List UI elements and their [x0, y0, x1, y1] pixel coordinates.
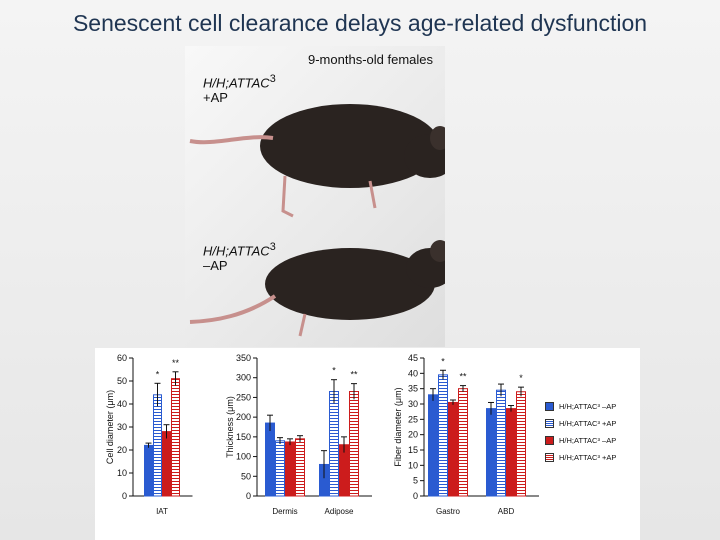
- y-tick-label: 350: [236, 353, 251, 363]
- y-tick-label: 0: [122, 491, 127, 501]
- significance-mark: **: [459, 372, 467, 382]
- top-mouse-label: H/H;ATTAC3 +AP: [203, 73, 276, 105]
- y-tick-label: 5: [413, 476, 418, 486]
- legend-item: H/H;ATTAC³ –AP: [545, 398, 665, 415]
- y-axis-label: Cell diameter (μm): [105, 390, 115, 464]
- bar: [153, 394, 162, 497]
- y-tick-label: 0: [413, 491, 418, 501]
- y-tick-label: 50: [241, 471, 251, 481]
- y-axis-label: Thickness (μm): [225, 396, 235, 458]
- top-mouse-treatment: +AP: [203, 90, 228, 106]
- bar: [496, 389, 506, 497]
- bar: [506, 408, 516, 497]
- y-tick-label: 10: [408, 460, 418, 470]
- significance-mark: **: [172, 358, 180, 368]
- bottom-mouse-treatment: –AP: [203, 258, 228, 274]
- y-tick-label: 50: [117, 376, 127, 386]
- legend-swatch: [545, 419, 554, 428]
- y-axis-label: Fiber diameter (μm): [393, 387, 403, 466]
- y-tick-label: 20: [408, 430, 418, 440]
- legend-label: H/H;ATTAC³ +AP: [559, 453, 617, 462]
- legend-label: H/H;ATTAC³ –AP: [559, 402, 617, 411]
- legend-swatch: [545, 436, 554, 445]
- significance-mark: *: [519, 373, 523, 383]
- y-tick-label: 30: [117, 422, 127, 432]
- bar: [516, 391, 526, 497]
- significance-mark: *: [441, 356, 445, 366]
- legend-swatch: [545, 402, 554, 411]
- bar: [144, 444, 153, 497]
- y-tick-label: 150: [236, 432, 251, 442]
- y-tick-label: 100: [236, 452, 251, 462]
- y-tick-label: 35: [408, 384, 418, 394]
- y-tick-label: 10: [117, 468, 127, 478]
- y-tick-label: 60: [117, 353, 127, 363]
- y-tick-label: 15: [408, 445, 418, 455]
- photo-caption: 9-months-old females: [308, 52, 433, 67]
- bar: [428, 394, 438, 497]
- bar: [162, 431, 171, 497]
- legend-item: H/H;ATTAC³ +AP: [545, 415, 665, 432]
- y-tick-label: 20: [117, 445, 127, 455]
- bottom-mouse-label: H/H;ATTAC3 –AP: [203, 241, 276, 273]
- y-tick-label: 40: [117, 399, 127, 409]
- category-label: Dermis: [272, 507, 297, 516]
- legend: H/H;ATTAC³ –AP H/H;ATTAC³ +AP H/H;ATTAC³…: [545, 398, 665, 466]
- significance-mark: **: [350, 370, 358, 380]
- bar: [448, 401, 458, 497]
- y-tick-label: 250: [236, 392, 251, 402]
- y-tick-label: 0: [246, 491, 251, 501]
- bar: [275, 440, 285, 497]
- mice-photo: [185, 46, 445, 347]
- y-tick-label: 200: [236, 412, 251, 422]
- bar: [295, 438, 305, 497]
- bar: [458, 388, 468, 497]
- significance-mark: *: [332, 366, 336, 376]
- bar: [438, 374, 448, 497]
- mice-illustration: [189, 104, 445, 337]
- top-mouse-sup: 3: [269, 73, 276, 85]
- bottom-mouse-genotype: H/H;ATTAC: [203, 243, 270, 259]
- category-label: Adipose: [325, 507, 354, 516]
- top-mouse-genotype: H/H;ATTAC: [203, 75, 270, 91]
- category-label: IAT: [156, 507, 168, 516]
- legend-item: H/H;ATTAC³ –AP: [545, 432, 665, 449]
- legend-item: H/H;ATTAC³ +AP: [545, 449, 665, 466]
- y-tick-label: 40: [408, 368, 418, 378]
- bar: [349, 391, 359, 497]
- legend-label: H/H;ATTAC³ +AP: [559, 419, 617, 428]
- bar: [171, 378, 180, 497]
- y-tick-label: 45: [408, 353, 418, 363]
- bottom-mouse-sup: 3: [269, 241, 276, 253]
- slide-title: Senescent cell clearance delays age-rela…: [72, 10, 648, 36]
- legend-label: H/H;ATTAC³ –AP: [559, 436, 617, 445]
- legend-swatch: [545, 453, 554, 462]
- y-tick-label: 30: [408, 399, 418, 409]
- category-label: ABD: [498, 507, 515, 516]
- bar: [265, 422, 275, 497]
- category-label: Gastro: [436, 507, 461, 516]
- bar: [486, 408, 496, 497]
- bar: [285, 441, 295, 497]
- significance-mark: *: [156, 369, 160, 379]
- y-tick-label: 300: [236, 373, 251, 383]
- y-tick-label: 25: [408, 414, 418, 424]
- bar: [329, 391, 339, 497]
